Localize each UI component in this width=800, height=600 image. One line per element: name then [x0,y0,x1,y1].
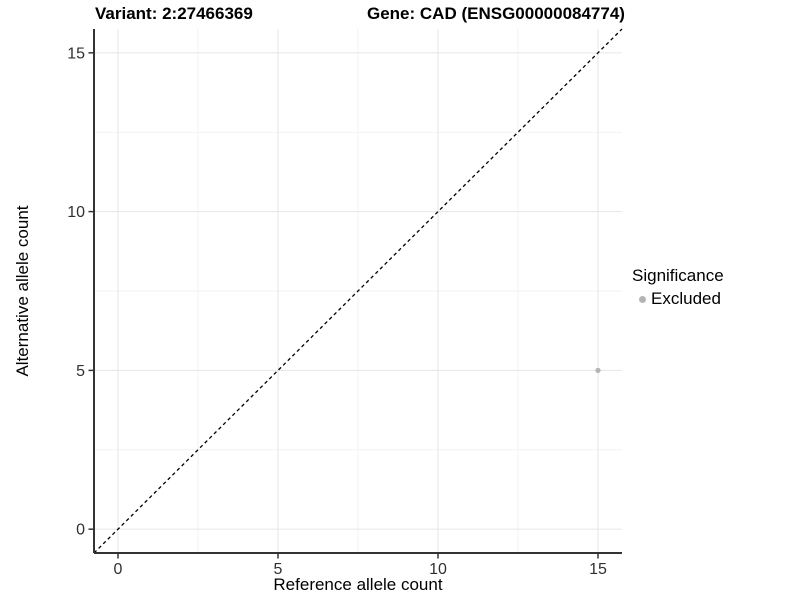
y-tick-label: 0 [76,522,85,539]
legend-item-label: Excluded [651,289,721,308]
y-tick-label: 5 [76,363,85,380]
x-tick-label: 10 [429,561,447,578]
y-tick-label: 15 [67,45,85,62]
x-tick-label: 0 [114,561,123,578]
legend-item-excluded: Excluded [632,289,724,309]
x-tick-label: 5 [274,561,283,578]
x-axis-title: Reference allele count [273,575,443,594]
scatter-plot-area: 0 5 10 15 0 5 10 15 [67,28,623,578]
x-tick-label: 15 [589,561,607,578]
gene-title: Gene: CAD (ENSG00000084774) [367,4,625,23]
y-axis-title: Alternative allele count [13,205,32,377]
plot-panel: 0 5 10 15 0 5 10 15 [67,28,623,578]
excluded-point-swatch-icon [639,295,646,303]
identity-dashed-line [93,28,623,554]
legend-title: Significance [632,266,724,285]
data-point [595,367,601,373]
legend: Significance Excluded [632,266,724,309]
y-tick-label: 10 [67,204,85,221]
variant-title: Variant: 2:27466369 [95,4,253,23]
